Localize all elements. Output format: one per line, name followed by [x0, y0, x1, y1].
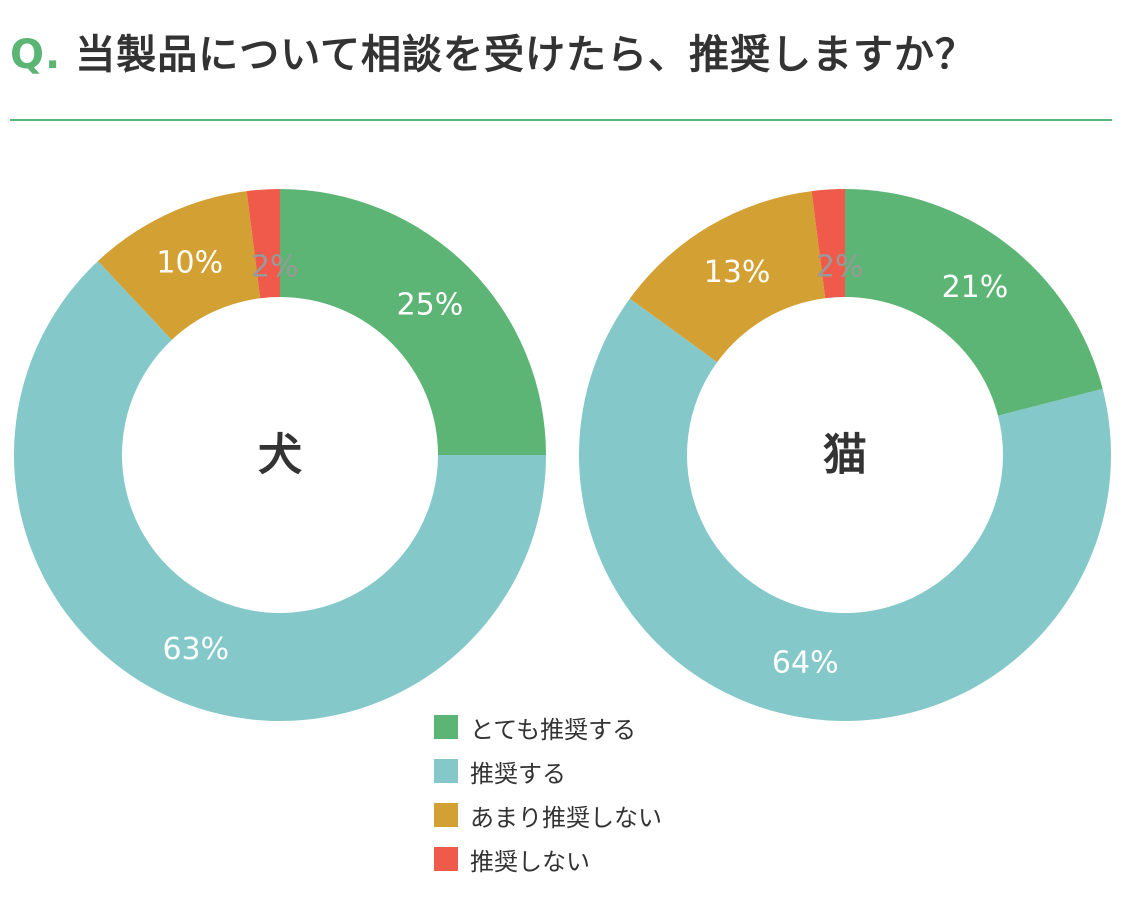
- question-text: 当製品について相談を受けたら、推奨しますか？: [75, 32, 977, 78]
- slice-label: 10%: [156, 246, 223, 281]
- slice-label: 2%: [816, 250, 864, 285]
- slice-label: 13%: [704, 255, 771, 290]
- donut-slice: [578, 298, 1111, 722]
- legend-swatch: [434, 759, 458, 783]
- slice-label: 64%: [772, 646, 839, 681]
- legend-item: あまり推奨しない: [434, 793, 662, 837]
- donut-slice: [14, 261, 546, 721]
- donut-slice: [97, 191, 261, 340]
- slice-label: 2%: [251, 250, 299, 285]
- legend-swatch: [434, 847, 458, 871]
- slice-label: 63%: [162, 632, 229, 667]
- legend-item: とても推奨する: [434, 705, 662, 749]
- donut-slice: [246, 189, 280, 299]
- title-divider: [10, 119, 1112, 121]
- legend-label: 推奨する: [470, 759, 566, 788]
- chart-title: Q. 当製品について相談を受けたら、推奨しますか？: [10, 22, 976, 80]
- legend-item: 推奨しない: [434, 837, 662, 881]
- legend-swatch: [434, 715, 458, 739]
- question-marker: Q.: [10, 32, 62, 78]
- donut-center-label: 猫: [823, 430, 867, 481]
- legend-swatch: [434, 803, 458, 827]
- legend-label: とても推奨する: [470, 715, 637, 744]
- legend-label: あまり推奨しない: [470, 803, 662, 832]
- donut-slice: [629, 191, 826, 363]
- legend: とても推奨する 推奨する あまり推奨しない 推奨しない: [434, 705, 662, 881]
- donut-slice: [845, 189, 1103, 416]
- legend-label: 推奨しない: [470, 847, 590, 876]
- legend-item: 推奨する: [434, 749, 662, 793]
- donut-center-label: 犬: [258, 430, 302, 481]
- donut-slice: [280, 189, 546, 455]
- slice-label: 21%: [942, 270, 1009, 305]
- donut-slice: [811, 189, 845, 299]
- slice-label: 25%: [397, 288, 464, 323]
